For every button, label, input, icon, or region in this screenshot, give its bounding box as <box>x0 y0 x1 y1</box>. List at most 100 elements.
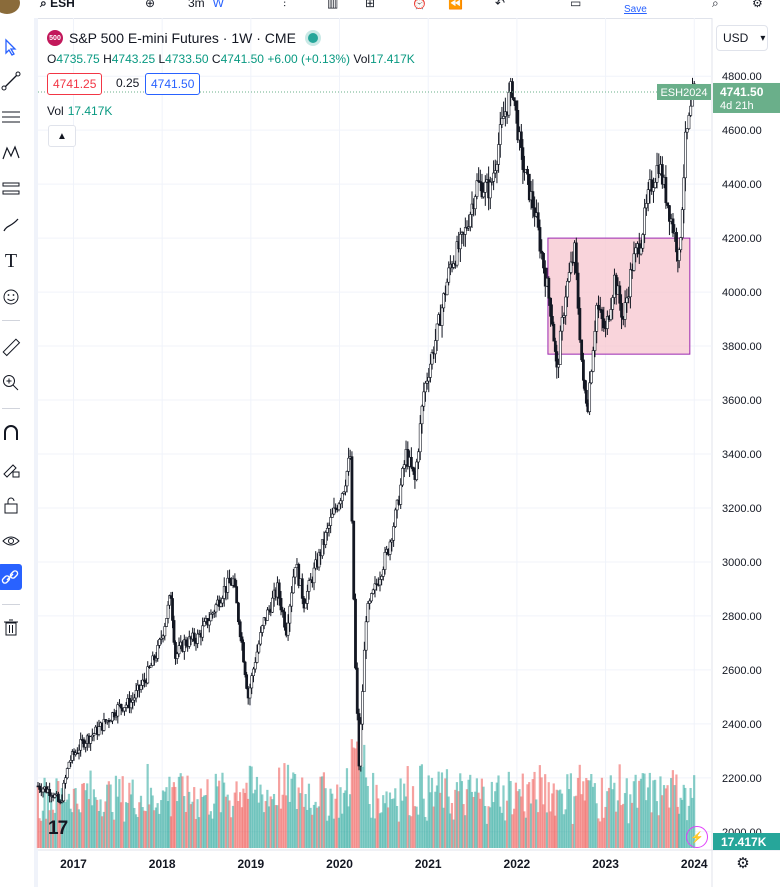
text-tool-icon[interactable]: T <box>4 249 18 272</box>
cursor-icon[interactable] <box>0 36 22 58</box>
volume-bar <box>580 794 583 848</box>
forecast-icon[interactable] <box>0 178 22 200</box>
ruler-icon[interactable] <box>0 336 22 358</box>
symbol-badge: 500 <box>47 30 63 46</box>
candle-body <box>564 296 568 316</box>
candle-body <box>38 785 42 790</box>
sell-button[interactable]: 4741.25 <box>47 73 103 95</box>
volume-bar <box>629 794 632 848</box>
candle-body <box>79 739 83 751</box>
volume-bar <box>160 800 163 848</box>
candle-body <box>41 788 45 793</box>
y-tick-label: 2400.00 <box>722 719 762 731</box>
candle-body <box>69 760 73 763</box>
avatar[interactable] <box>0 0 20 14</box>
brush-icon[interactable] <box>0 214 22 236</box>
volume-bar <box>242 788 245 848</box>
volume-bar <box>427 775 430 848</box>
volume-bar <box>347 806 350 848</box>
volume-bar <box>555 789 558 848</box>
volume-legend: Vol 17.417K <box>47 104 112 118</box>
candle-body <box>277 582 281 599</box>
volume-bar <box>413 806 416 848</box>
candle-body <box>682 177 686 210</box>
undo-icon[interactable]: ↶ <box>495 0 506 10</box>
settings-icon[interactable]: ⚙ <box>752 0 763 10</box>
volume-bar <box>562 814 565 848</box>
currency-selector[interactable]: USD ▾ <box>716 25 768 51</box>
candle-body <box>361 691 364 725</box>
volume-bar <box>487 806 490 848</box>
candle-body <box>395 499 399 511</box>
market-status-icon[interactable] <box>307 33 318 43</box>
candle-body <box>589 371 593 384</box>
volume-bar <box>156 803 159 848</box>
y-tick-label: 4400.00 <box>722 179 762 191</box>
candle-body <box>207 620 211 626</box>
add-symbol-icon[interactable]: ⊕ <box>145 0 156 10</box>
volume-bar <box>179 773 182 848</box>
volume-bar <box>198 817 201 848</box>
candle-body <box>65 768 69 779</box>
indicators-icon[interactable]: ▥ <box>327 0 339 10</box>
volume-bar <box>134 814 138 848</box>
candle-body <box>420 405 424 425</box>
symbol-search-button[interactable]: ⌕ ESH <box>40 0 75 12</box>
candle-body <box>583 380 587 391</box>
candle-style-icon[interactable]: ⫶ <box>283 0 287 10</box>
volume-bar <box>366 785 369 848</box>
emoji-icon[interactable] <box>0 286 22 308</box>
collapse-legend-button[interactable]: ▲ <box>48 125 76 147</box>
volume-bar <box>586 780 589 848</box>
buy-button[interactable]: 4741.50 <box>145 73 201 95</box>
volume-bar <box>252 793 255 848</box>
candle-body <box>490 181 494 183</box>
volume-bar <box>41 810 44 848</box>
volume-bar <box>404 796 408 848</box>
volume-bar <box>568 789 571 848</box>
eye-icon[interactable] <box>0 530 22 552</box>
volume-bar <box>204 795 207 848</box>
volume-bar <box>655 801 659 848</box>
pattern-icon[interactable] <box>0 142 22 164</box>
volume-bar <box>359 749 362 848</box>
tradingview-logo[interactable]: 17 <box>48 818 68 839</box>
candle-body <box>531 191 535 209</box>
volume-bar <box>293 773 297 848</box>
lock-drawing-icon[interactable] <box>0 458 22 480</box>
replay-icon[interactable]: ⏪ <box>448 0 463 10</box>
magnet-icon[interactable] <box>0 422 22 444</box>
volume-bar <box>643 773 646 848</box>
lock-icon[interactable] <box>0 494 22 516</box>
zoom-in-icon[interactable] <box>0 372 22 394</box>
layout-box-icon[interactable]: ▭ <box>570 0 582 10</box>
save-button[interactable]: Save <box>624 3 647 15</box>
volume-bar <box>554 815 557 848</box>
candle-body <box>371 589 375 594</box>
candle-body <box>597 304 600 310</box>
chart-title[interactable]: S&P 500 E-mini Futures · 1W · CME <box>69 30 296 46</box>
volume-bar <box>123 821 126 848</box>
volume-bar <box>364 777 368 848</box>
interval-selector[interactable]: 3m W <box>188 0 224 12</box>
trash-icon[interactable] <box>0 616 22 638</box>
vol-label: Vol <box>353 52 371 66</box>
volume-bar <box>188 791 191 848</box>
link-icon[interactable] <box>0 564 22 590</box>
chart-settings-icon[interactable]: ⚙ <box>736 855 750 872</box>
volume-bar <box>521 773 524 848</box>
layouts-icon[interactable]: ⊞ <box>365 0 376 10</box>
y-tick-label: 2600.00 <box>722 665 762 677</box>
search-icon-top[interactable]: ⌕ <box>712 0 719 10</box>
trend-line-icon[interactable] <box>0 70 22 92</box>
candle-body <box>536 212 540 228</box>
candle-body <box>605 316 609 329</box>
volume-bar <box>380 812 383 848</box>
candle-body <box>584 389 588 404</box>
fib-retracement-icon[interactable] <box>0 106 22 128</box>
alert-icon[interactable]: ⏰ <box>412 0 427 10</box>
volume-bar <box>168 776 171 848</box>
candle-body <box>600 309 604 320</box>
lightning-icon[interactable]: ⚡ <box>686 826 708 848</box>
